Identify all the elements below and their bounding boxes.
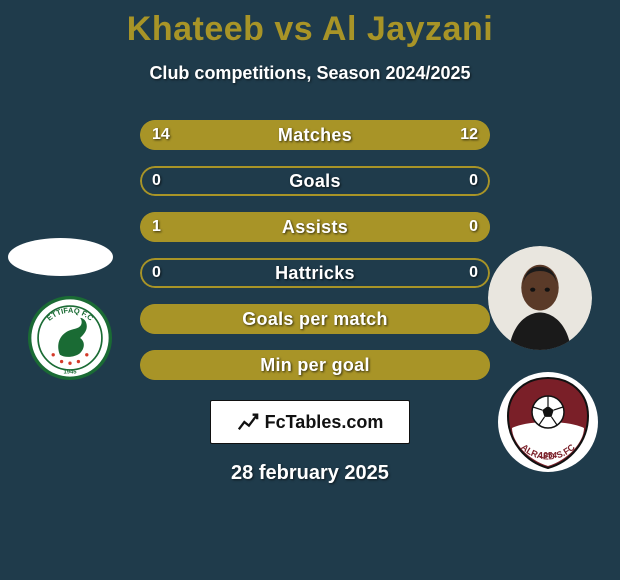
stat-row: 10Assists — [140, 212, 490, 242]
stat-label: Goals per match — [140, 304, 490, 334]
right-club-badge: ALRAED S.FC 1954 — [498, 372, 598, 472]
stat-row: 1412Matches — [140, 120, 490, 150]
stat-row: Goals per match — [140, 304, 490, 334]
fctables-badge: FcTables.com — [210, 400, 410, 444]
alraed-badge-icon: ALRAED S.FC 1954 — [498, 372, 598, 472]
stat-label: Hattricks — [140, 258, 490, 288]
stat-row: 00Hattricks — [140, 258, 490, 288]
stat-label: Matches — [140, 120, 490, 150]
stat-bars: 1412Matches 00Goals 10Assists 00Hattricks Go… — [140, 120, 490, 396]
left-badge-year: 1945 — [63, 369, 77, 375]
page-background: Khateeb vs Al Jayzani Club competitions,… — [0, 0, 620, 580]
comparison-area: ETTIFAQ F.C 1945 — [0, 120, 620, 400]
right-badge-year: 1954 — [539, 451, 557, 460]
stat-label: Goals — [140, 166, 490, 196]
right-player-avatar — [488, 246, 592, 350]
player-avatar-icon — [488, 246, 592, 350]
ettifaq-badge-icon: ETTIFAQ F.C 1945 — [28, 296, 112, 380]
subtitle: Club competitions, Season 2024/2025 — [0, 63, 620, 84]
left-player-avatar — [8, 238, 113, 276]
chart-up-icon — [237, 411, 259, 433]
stat-row: Min per goal — [140, 350, 490, 380]
fctables-text: FcTables.com — [265, 412, 384, 433]
stat-row: 00Goals — [140, 166, 490, 196]
stat-label: Assists — [140, 212, 490, 242]
left-club-badge: ETTIFAQ F.C 1945 — [28, 296, 112, 380]
page-title: Khateeb vs Al Jayzani — [0, 0, 620, 49]
stat-label: Min per goal — [140, 350, 490, 380]
